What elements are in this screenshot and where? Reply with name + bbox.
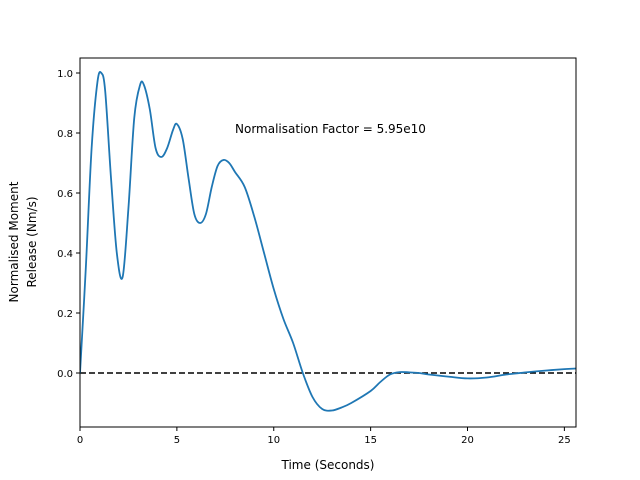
x-tick-label: 25 [558, 435, 571, 446]
x-tick-label: 20 [461, 435, 474, 446]
plot-frame [79, 57, 577, 428]
x-tick-label: 15 [364, 435, 377, 446]
y-tick-label: 0.6 [57, 189, 73, 200]
x-tick-label: 5 [174, 435, 180, 446]
plot-area [80, 70, 576, 412]
y-axis-label: Normalised Moment Release (Nm/s) [7, 181, 39, 302]
y-tick-label: 0.4 [57, 249, 73, 260]
y-tick-label: 0.8 [57, 129, 73, 140]
y-axis-label-line-2: Release (Nm/s) [25, 196, 39, 287]
axis-ticks: 0 5 10 15 20 25 0.0 0.2 0.4 0.6 0.8 1.0 [57, 69, 571, 446]
x-axis-label: Time (Seconds) [281, 458, 375, 472]
normalisation-annotation: Normalisation Factor = 5.95e10 [235, 122, 426, 136]
y-axis-label-line-1: Normalised Moment [7, 181, 21, 302]
x-tick-label: 0 [77, 435, 83, 446]
y-tick-label: 0.0 [57, 369, 73, 380]
y-tick-label: 0.2 [57, 309, 73, 320]
x-tick-label: 10 [267, 435, 280, 446]
series-line-0 [80, 70, 576, 412]
y-tick-label: 1.0 [57, 69, 73, 80]
